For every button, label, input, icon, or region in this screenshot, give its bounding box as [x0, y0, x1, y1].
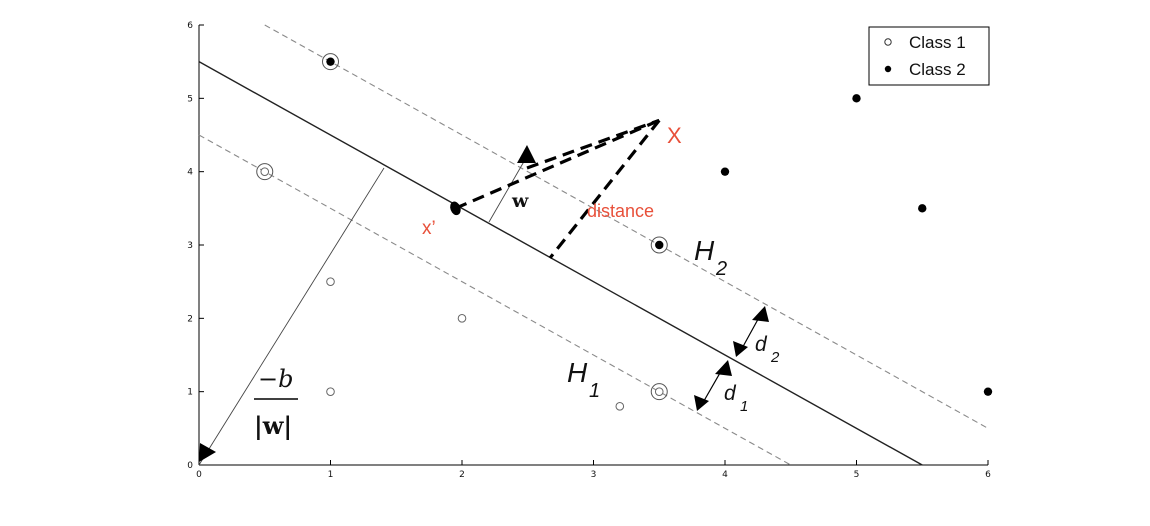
x-tick-label: 5 — [854, 470, 860, 480]
support-vector-ring — [650, 236, 668, 254]
annotations — [198, 118, 769, 466]
data-points — [256, 53, 993, 411]
x-prime-to-x-line — [454, 118, 660, 210]
y-tick-label: 2 — [187, 314, 193, 324]
d1-letter: d — [724, 382, 737, 405]
x-tick-label: 2 — [459, 470, 465, 480]
point-x-label: X — [667, 123, 682, 148]
class1-point — [260, 167, 270, 176]
y-tick-label: 6 — [187, 21, 193, 31]
x-tick-label: 0 — [196, 470, 202, 480]
h2-label: H 2 — [694, 235, 727, 280]
d2-label: d 2 — [755, 333, 780, 366]
d2-arrowhead-bottom — [733, 341, 748, 357]
d1-subscript: 1 — [740, 398, 748, 415]
legend-label-class1: Class 1 — [909, 33, 966, 52]
support-vector-ring — [322, 53, 339, 71]
class2-point — [326, 57, 335, 66]
h1-subscript: 1 — [589, 380, 600, 402]
legend-marker-class2 — [884, 65, 892, 73]
y-tick-label: 5 — [187, 94, 193, 104]
w-tip-to-x-line — [526, 118, 660, 170]
bias-numerator: −b — [258, 365, 293, 393]
margin-H2-line — [264, 24, 989, 429]
bias-arrowhead — [199, 443, 216, 462]
legend-marker-class1 — [884, 38, 892, 46]
legend-label-class2: Class 2 — [909, 60, 966, 79]
margin-H1-line — [198, 134, 792, 466]
y-tick-label: 0 — [187, 461, 193, 471]
class2-point — [918, 204, 927, 213]
h1-label: H 1 — [567, 357, 600, 402]
margin-lines — [198, 24, 989, 466]
d2-subscript: 2 — [770, 349, 780, 366]
d1-arrowhead-top — [715, 360, 732, 376]
d1-arrowhead-bottom — [694, 395, 709, 411]
y-tick-label: 3 — [187, 241, 193, 251]
distance-line — [548, 119, 661, 259]
w-arrowhead — [517, 145, 536, 163]
w-vector-line — [488, 157, 527, 223]
h2-subscript: 2 — [715, 258, 727, 280]
bias-fraction: −b |w| — [254, 365, 298, 440]
support-vector-ring — [256, 163, 274, 181]
h1-letter: H — [567, 357, 588, 388]
y-tick-label: 4 — [187, 168, 193, 178]
class2-point — [720, 167, 730, 176]
d2-letter: d — [755, 333, 768, 356]
d1-label: d 1 — [724, 382, 748, 415]
support-vector-ring — [650, 383, 668, 401]
distance-label: distance — [587, 201, 654, 221]
axes: 0 1 2 3 4 5 6 0 1 2 3 4 5 6 — [187, 21, 991, 480]
x-tick-label: 3 — [591, 470, 597, 480]
class2-point — [655, 240, 664, 250]
class2-point — [852, 94, 861, 103]
hyperplane-line — [198, 61, 923, 466]
x-tick-label: 6 — [985, 470, 991, 480]
point-x-prime-label: x’ — [422, 218, 436, 239]
class1-point — [326, 277, 335, 286]
legend: Class 1 Class 2 — [868, 26, 990, 86]
class1-point — [615, 402, 625, 411]
class2-point — [983, 387, 993, 396]
x-tick-label: 4 — [722, 470, 728, 480]
bias-vector-line — [198, 167, 385, 466]
w-vector-label: w — [511, 190, 529, 212]
legend-box — [868, 26, 990, 86]
y-tick-label: 1 — [187, 388, 193, 398]
point-x-prime — [450, 201, 461, 216]
bias-denominator: |w| — [254, 411, 292, 440]
class1-point — [654, 387, 664, 396]
h2-letter: H — [694, 235, 715, 266]
class1-point — [457, 314, 467, 323]
class1-point — [326, 387, 335, 396]
d2-arrowhead-top — [752, 306, 769, 322]
x-tick-label: 1 — [328, 470, 334, 480]
